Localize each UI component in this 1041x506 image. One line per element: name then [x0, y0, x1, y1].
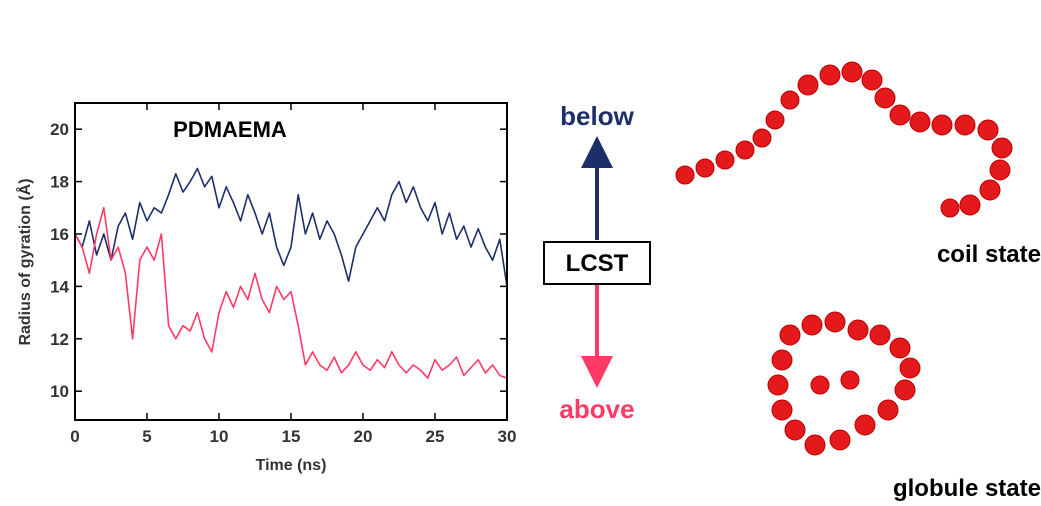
x-tick-label: 20 [354, 427, 373, 446]
x-tick-label: 10 [210, 427, 229, 446]
globule-label: globule state [893, 475, 1041, 501]
y-tick-label: 18 [50, 173, 69, 192]
below-label: below [560, 101, 634, 131]
coil-molecule [675, 61, 1013, 218]
lcst-box [543, 241, 651, 285]
y-tick-label: 10 [50, 382, 69, 401]
y-tick-label: 20 [50, 120, 69, 139]
y-tick-label: 16 [50, 225, 69, 244]
series-line [74, 206, 508, 379]
globule-molecule [767, 311, 921, 456]
y-tick-label: 12 [50, 330, 69, 349]
x-tick-label: 0 [70, 427, 79, 446]
y-axis-label: Radius of gyration (Å) [15, 178, 34, 345]
above-label: above [559, 394, 634, 424]
x-tick-label: 30 [498, 427, 517, 446]
x-tick-label: 25 [426, 427, 445, 446]
series-line [74, 167, 508, 287]
plot: 10 12 14 16 18 20 0 5 10 15 20 25 30 [50, 102, 517, 446]
y-tick-label: 14 [50, 277, 69, 296]
x-tick-label: 5 [142, 427, 151, 446]
chart-title: PDMAEMA [173, 117, 287, 142]
coil-label: coil state [937, 241, 1041, 268]
x-tick-label: 15 [282, 427, 301, 446]
lcst-label: LCST [566, 250, 629, 277]
x-axis-label: Time (ns) [256, 457, 327, 474]
plot-frame [74, 102, 508, 421]
